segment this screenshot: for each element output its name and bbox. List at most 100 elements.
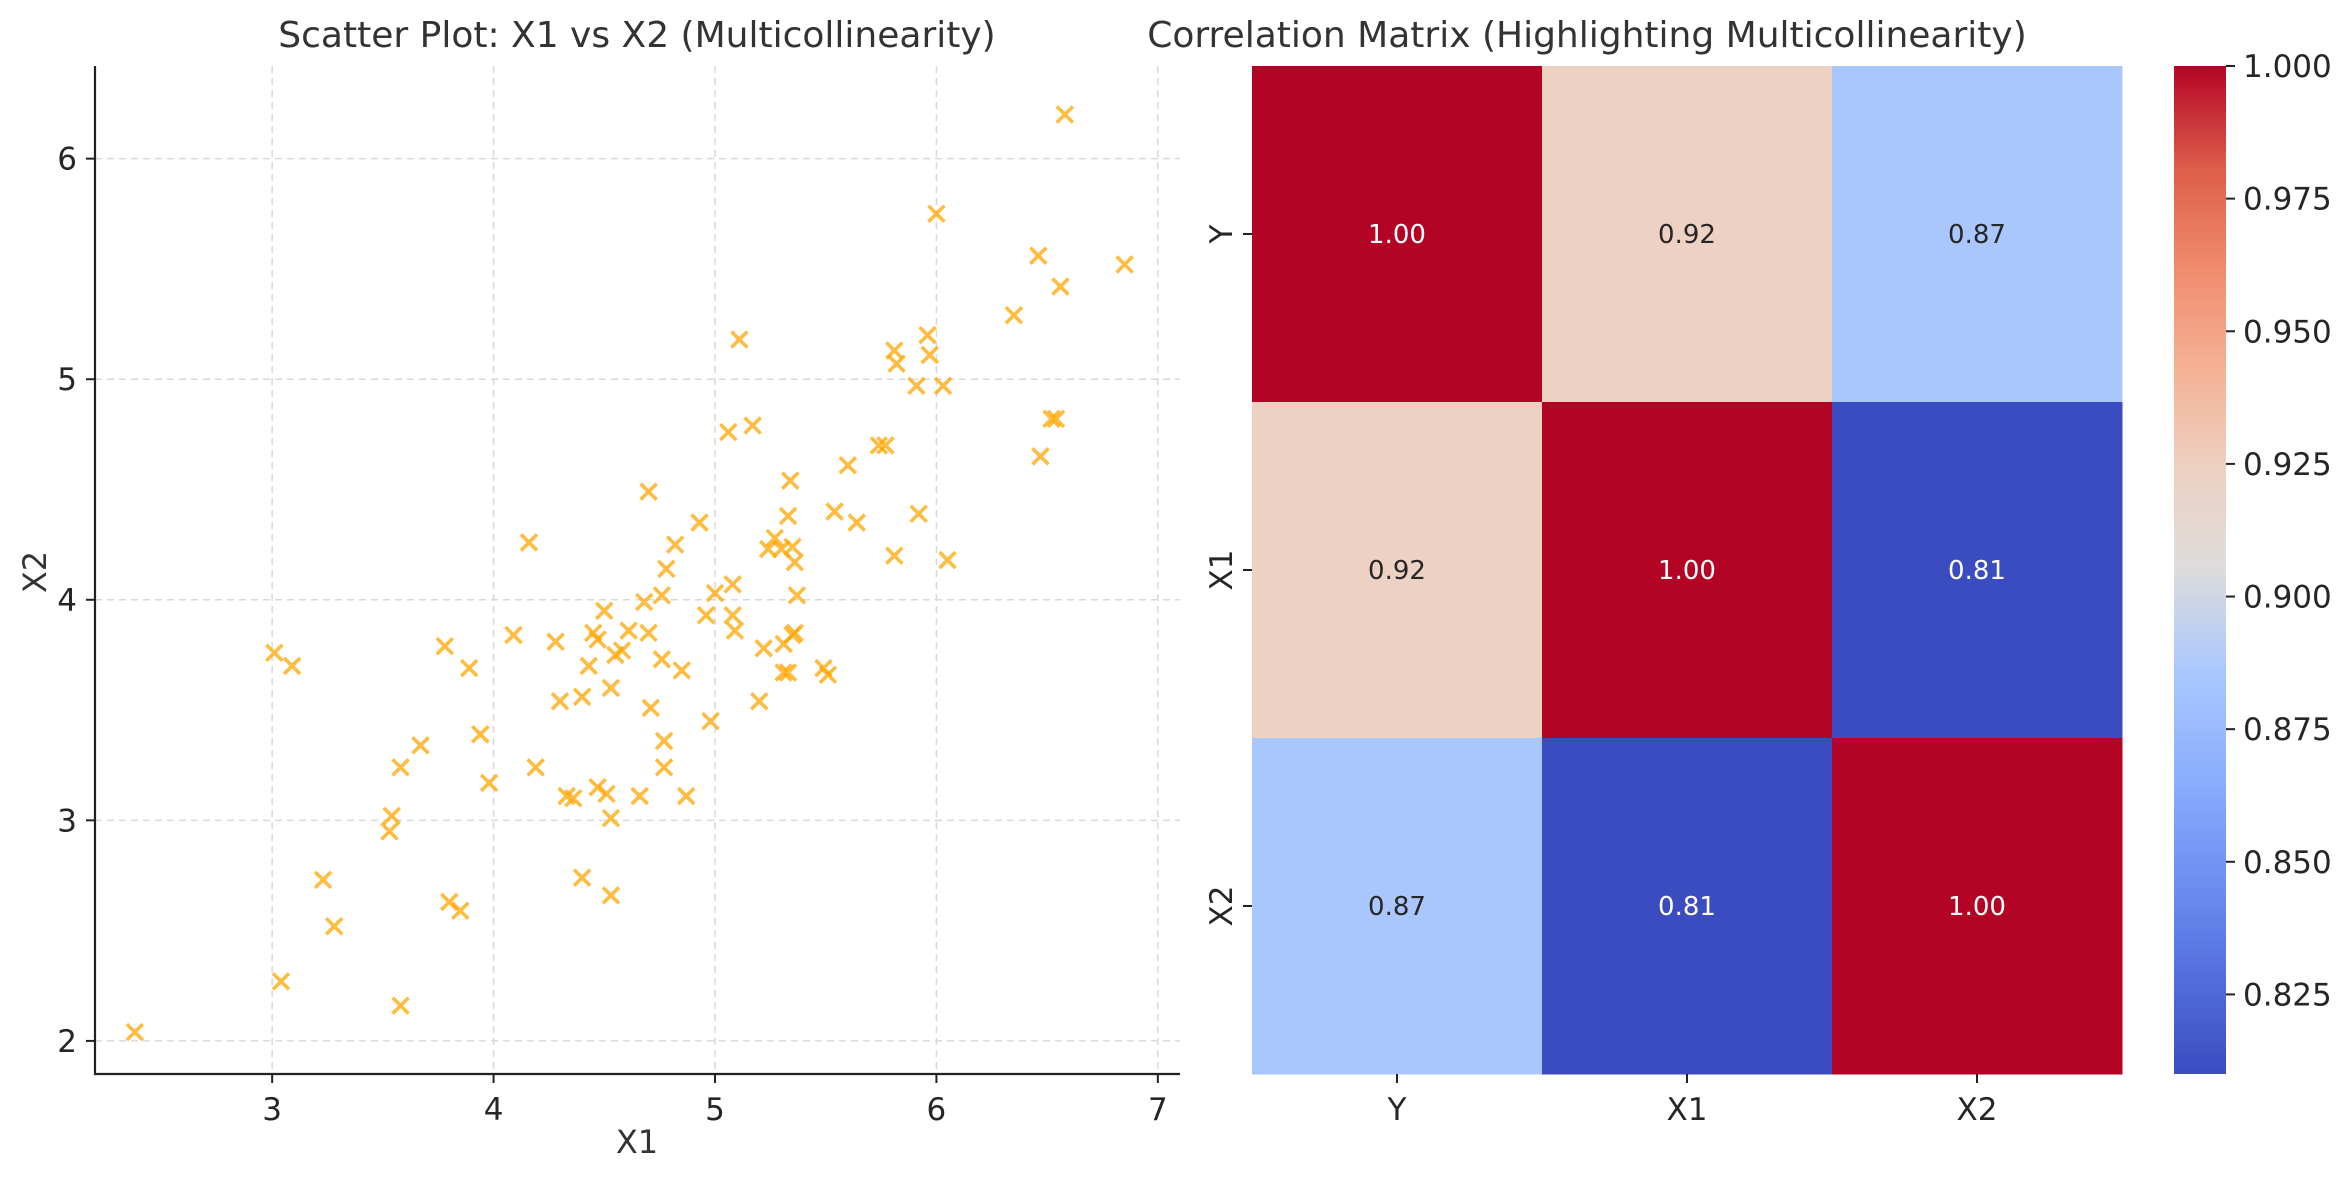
heatmap-x-tick-label: X1 bbox=[1667, 1092, 1708, 1128]
scatter-point bbox=[758, 539, 778, 559]
scatter-point bbox=[630, 786, 649, 806]
heatmap-cell bbox=[1832, 738, 2123, 1075]
scatter-point bbox=[634, 592, 654, 612]
scatter-point bbox=[564, 789, 583, 808]
scatter-x-tick-label: 4 bbox=[484, 1092, 504, 1128]
scatter-point bbox=[885, 546, 904, 565]
scatter-point bbox=[783, 537, 802, 557]
colorbar-tick-label: 0.925 bbox=[2243, 447, 2332, 483]
heatmap-y-tick-label: X1 bbox=[1204, 550, 1240, 591]
scatter-x-axis-label: X1 bbox=[616, 1123, 658, 1161]
scatter-grid bbox=[95, 66, 1180, 1074]
colorbar: 0.825 0.850 0.875 0.900 0.925 0.950 0.975 1.000 bbox=[2174, 49, 2332, 1074]
scatter-point bbox=[887, 354, 906, 374]
scatter-point bbox=[654, 731, 674, 751]
scatter-point bbox=[725, 621, 745, 640]
scatter-point bbox=[1031, 447, 1050, 466]
scatter-point bbox=[1004, 305, 1024, 325]
scatter-point bbox=[391, 758, 410, 777]
heatmap-cell-label: 0.92 bbox=[1658, 220, 1716, 250]
scatter-point bbox=[459, 658, 479, 678]
scatter-panel: Scatter Plot: X1 vs X2 (Multicollinearit… bbox=[16, 15, 1180, 1161]
scatter-point bbox=[1042, 409, 1061, 429]
scatter-y-tick-label: 2 bbox=[57, 1024, 77, 1060]
scatter-point bbox=[785, 623, 804, 643]
heatmap-cell-labels: 1.00 0.92 0.87 0.92 1.00 0.81 0.87 0.81 1.00 bbox=[1368, 220, 2006, 922]
scatter-point bbox=[639, 623, 658, 643]
scatter-y-axis-label: X2 bbox=[16, 551, 54, 593]
scatter-point bbox=[1115, 255, 1134, 274]
scatter-point bbox=[654, 758, 674, 777]
heatmap-cell bbox=[1832, 66, 2123, 403]
scatter-point bbox=[847, 513, 866, 532]
scatter-point bbox=[382, 806, 401, 826]
heatmap-y-ticks: Y X1 X2 bbox=[1204, 224, 1252, 926]
scatter-y-tick-label: 3 bbox=[57, 803, 77, 839]
heatmap-cell bbox=[1252, 738, 1543, 1075]
colorbar-tick-label: 0.975 bbox=[2243, 182, 2332, 218]
heatmap-cell bbox=[1542, 738, 1833, 1075]
scatter-title: Scatter Plot: X1 vs X2 (Multicollinearit… bbox=[278, 15, 995, 56]
scatter-point bbox=[479, 773, 499, 793]
heatmap-cell bbox=[1542, 66, 1833, 403]
scatter-point bbox=[271, 972, 291, 991]
scatter-point bbox=[774, 663, 793, 682]
scatter-axes-spines bbox=[93, 66, 1180, 1076]
heatmap-x-tick-label: X2 bbox=[1957, 1092, 1998, 1128]
scatter-point bbox=[282, 656, 302, 676]
colorbar-gradient bbox=[2174, 66, 2226, 1074]
scatter-point bbox=[676, 786, 696, 806]
scatter-point bbox=[588, 630, 607, 649]
heatmap-panel: Correlation Matrix (Highlighting Multico… bbox=[1147, 15, 2123, 1128]
scatter-point bbox=[519, 533, 539, 552]
heatmap-cell-label: 0.81 bbox=[1948, 556, 2006, 586]
heatmap-cell-label: 0.81 bbox=[1658, 892, 1716, 922]
scatter-point bbox=[723, 575, 742, 594]
scatter-point bbox=[907, 376, 926, 396]
scatter-point bbox=[730, 330, 749, 349]
heatmap-title: Correlation Matrix (Highlighting Multico… bbox=[1147, 15, 2027, 56]
scatter-point bbox=[639, 482, 658, 501]
colorbar-tick-label: 1.000 bbox=[2243, 49, 2332, 85]
scatter-point bbox=[657, 559, 676, 579]
heatmap-x-tick-label: Y bbox=[1387, 1092, 1407, 1128]
scatter-point bbox=[705, 583, 725, 603]
scatter-point bbox=[909, 504, 928, 524]
scatter-point bbox=[933, 376, 953, 396]
scatter-x-tick-label: 7 bbox=[1148, 1092, 1168, 1128]
scatter-point bbox=[601, 886, 621, 905]
scatter-point bbox=[391, 996, 410, 1015]
colorbar-tick-label: 0.850 bbox=[2243, 845, 2332, 881]
heatmap-y-tick-label: X2 bbox=[1204, 886, 1240, 927]
scatter-x-tick-label: 5 bbox=[705, 1092, 725, 1128]
scatter-point bbox=[1051, 277, 1070, 296]
scatter-point bbox=[743, 416, 762, 435]
scatter-point bbox=[313, 870, 333, 890]
scatter-point bbox=[597, 784, 616, 804]
heatmap-cell bbox=[1542, 402, 1833, 739]
heatmap-cell-label: 1.00 bbox=[1658, 556, 1716, 586]
scatter-point bbox=[690, 513, 709, 532]
colorbar-tick-label: 0.825 bbox=[2243, 977, 2332, 1013]
heatmap-cell-label: 1.00 bbox=[1368, 220, 1426, 250]
scatter-points bbox=[125, 105, 1134, 1042]
scatter-point bbox=[471, 725, 490, 744]
scatter-point bbox=[435, 636, 455, 656]
scatter-point bbox=[411, 736, 430, 755]
scatter-point bbox=[324, 916, 344, 936]
scatter-point bbox=[601, 678, 621, 698]
scatter-point bbox=[601, 808, 621, 828]
scatter-x-tick-label: 6 bbox=[927, 1092, 947, 1128]
scatter-point bbox=[838, 455, 858, 475]
scatter-point bbox=[572, 687, 592, 707]
scatter-point bbox=[701, 711, 720, 731]
scatter-point bbox=[927, 204, 946, 224]
scatter-point bbox=[938, 550, 957, 570]
heatmap-cells bbox=[1252, 66, 2123, 1075]
colorbar-tick-label: 0.950 bbox=[2243, 314, 2332, 350]
scatter-point bbox=[818, 665, 838, 685]
heatmap-cell-label: 1.00 bbox=[1948, 892, 2006, 922]
scatter-x-tick-label: 3 bbox=[262, 1092, 282, 1128]
scatter-point bbox=[723, 605, 742, 625]
